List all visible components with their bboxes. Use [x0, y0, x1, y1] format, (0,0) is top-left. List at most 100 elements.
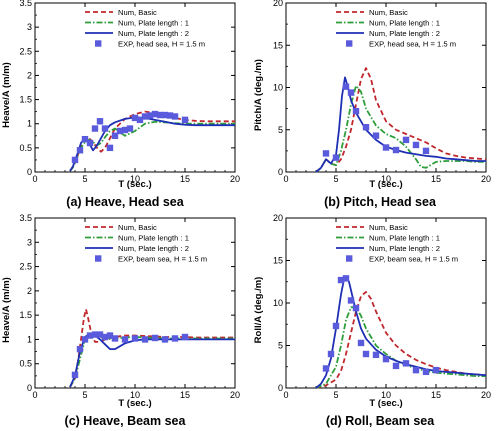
y-tick-label: 5: [278, 341, 283, 351]
legend-label-num-basic: Num, Basic: [369, 8, 408, 17]
exp-data-point: [151, 110, 159, 118]
exp-data-point: [106, 332, 114, 339]
exp-data-point: [106, 144, 114, 152]
exp-data-point: [332, 154, 340, 161]
legend-label-num-plate-length-1: Num, Plate length : 1: [369, 233, 440, 242]
y-tick-label: 2: [27, 70, 32, 80]
plot-frame: [34, 217, 236, 389]
y-axis-label: Heave/A (m/m): [1, 62, 12, 128]
x-tick-label: 5: [333, 174, 338, 184]
x-tick-label: 20: [481, 390, 491, 400]
legend-marker-exp: [346, 255, 353, 262]
exp-data-point: [141, 113, 149, 120]
exp-data-point: [342, 83, 350, 90]
y-tick-label: 5: [278, 125, 283, 135]
exp-data-point: [181, 333, 189, 341]
exp-data-point: [392, 362, 400, 370]
x-tick-label: 15: [431, 174, 441, 184]
y-tick-label: 3: [27, 22, 32, 32]
exp-data-point: [146, 112, 154, 119]
exp-data-point: [141, 336, 149, 343]
exp-data-point: [382, 144, 390, 151]
y-tick-label: 2.5: [19, 262, 32, 272]
x-tick-label: 20: [230, 174, 240, 184]
exp-data-point: [332, 322, 340, 330]
exp-data-point: [136, 116, 144, 124]
exp-data-point: [402, 136, 410, 144]
x-tick-label: 0: [283, 174, 288, 184]
exp-data-point: [372, 132, 380, 139]
y-tick-label: 3.5: [19, 213, 32, 223]
exp-data-point: [156, 111, 164, 119]
legend-label-num-basic: Num, Basic: [118, 8, 157, 17]
y-tick-label: 0: [278, 167, 283, 177]
y-tick-label: 20: [273, 0, 283, 8]
exp-data-point: [111, 132, 119, 139]
exp-data-point: [86, 332, 94, 339]
exp-data-point: [372, 351, 380, 359]
series-line-num-basic: [315, 291, 487, 389]
x-tick-label: 5: [82, 390, 87, 400]
y-tick-label: 2.5: [19, 46, 32, 56]
exp-data-point: [402, 360, 410, 367]
x-axis-label: T (sec.): [369, 398, 402, 409]
series-line-num-basic: [69, 308, 235, 388]
legend-label-exp: EXP, head sea, H = 1.5 m: [118, 39, 205, 48]
exp-data-point: [96, 118, 104, 125]
exp-data-point: [91, 331, 99, 338]
exp-data-point: [86, 139, 94, 147]
legend-label-num-plate-length-1: Num, Plate length : 1: [118, 233, 189, 242]
x-tick-label: 10: [381, 390, 391, 400]
legend-marker-exp: [346, 40, 353, 47]
exp-data-point: [101, 333, 109, 341]
y-tick-label: 0: [278, 383, 283, 393]
exp-data-point: [352, 304, 360, 312]
exp-data-point: [342, 275, 350, 282]
exp-data-point: [337, 276, 345, 284]
exp-data-point: [347, 297, 355, 304]
x-axis-label: T (sec.): [118, 398, 151, 409]
exp-data-point: [121, 126, 129, 134]
exp-data-point: [91, 125, 99, 132]
exp-data-point: [131, 114, 139, 122]
y-tick-label: 15: [273, 256, 283, 266]
exp-data-point: [171, 335, 179, 342]
exp-data-point: [131, 335, 139, 342]
y-tick-label: 0.5: [19, 359, 32, 369]
y-tick-label: 1: [27, 334, 32, 344]
x-tick-label: 20: [481, 174, 491, 184]
exp-data-point: [362, 124, 370, 131]
y-tick-label: 1: [27, 119, 32, 129]
x-tick-label: 0: [283, 390, 288, 400]
exp-data-point: [81, 135, 89, 143]
legend-label-exp: EXP, beam sea, H = 1.5 m: [369, 254, 458, 263]
legend-label-exp: EXP, beam sea, H = 1.5 m: [118, 254, 207, 263]
x-tick-label: 20: [230, 390, 240, 400]
exp-data-point: [126, 125, 134, 132]
exp-data-point: [96, 331, 104, 338]
series-line-num-plate-length-1: [69, 120, 235, 172]
exp-data-point: [327, 350, 335, 358]
x-tick-label: 10: [130, 390, 140, 400]
exp-data-point: [382, 355, 390, 363]
exp-data-point: [111, 335, 119, 342]
x-tick-label: 0: [32, 390, 37, 400]
legend-label-num-plate-length-2: Num, Plate length : 2: [118, 244, 189, 253]
exp-data-point: [166, 112, 174, 119]
x-axis-label: T (sec.): [118, 179, 151, 190]
exp-data-point: [432, 366, 440, 374]
plot-frame: [285, 2, 487, 173]
exp-data-point: [412, 141, 420, 149]
legend-label-num-plate-length-2: Num, Plate length : 2: [369, 244, 440, 253]
exp-data-point: [347, 89, 355, 96]
exp-data-point: [322, 365, 330, 372]
exp-data-point: [362, 350, 370, 358]
x-axis-label: T (sec.): [369, 179, 402, 190]
exp-data-point: [121, 336, 129, 343]
